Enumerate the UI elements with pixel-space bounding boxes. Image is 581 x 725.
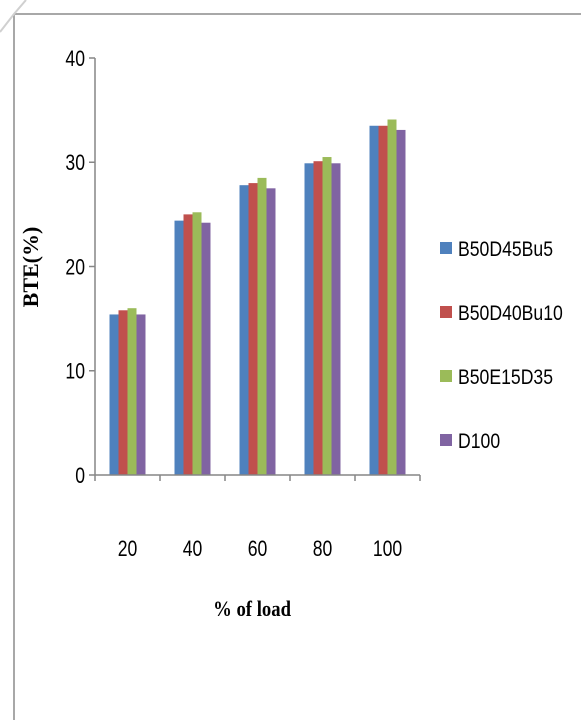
legend-label-d100: D100 xyxy=(458,430,500,454)
bar-d100-60 xyxy=(266,188,276,475)
bar-b50e15d35-60 xyxy=(257,177,267,475)
legend-label-b50d40bu10: B50D40Bu10 xyxy=(458,302,563,326)
bar-d100-40 xyxy=(201,222,211,475)
bar-b50d40bu10-20 xyxy=(118,310,128,475)
bar-b50d40bu10-80 xyxy=(313,161,323,475)
plot-area xyxy=(109,119,406,476)
y-tick-label-40: 40 xyxy=(65,47,85,71)
corner-watermark-mark xyxy=(0,0,27,33)
y-tick-label-30: 30 xyxy=(65,151,85,175)
bar-b50e15d35-20 xyxy=(127,308,137,475)
bar-b50d40bu10-100 xyxy=(378,125,388,475)
bar-b50e15d35-80 xyxy=(322,157,332,475)
y-tick-label-20: 20 xyxy=(65,256,85,280)
legend-label-b50e15d35: B50E15D35 xyxy=(458,366,553,390)
legend-label-b50d45bu5: B50D45Bu5 xyxy=(458,238,553,262)
x-axis-title: % of load xyxy=(213,598,291,622)
x-tick-label-80: 80 xyxy=(313,537,333,561)
legend-swatch-b50e15d35 xyxy=(440,370,452,382)
y-tick-label-0: 0 xyxy=(75,464,85,488)
bar-d100-80 xyxy=(331,163,341,476)
bar-b50d40bu10-60 xyxy=(248,183,258,475)
x-tick-label-100: 100 xyxy=(373,537,402,561)
x-tick-label-40: 40 xyxy=(183,537,203,561)
y-axis-title: BTE(%) xyxy=(18,227,43,308)
bar-b50e15d35-100 xyxy=(387,119,397,475)
bar-b50d40bu10-40 xyxy=(183,214,193,475)
x-tick-label-20: 20 xyxy=(118,537,138,561)
legend-swatch-d100 xyxy=(440,434,452,446)
bar-d100-100 xyxy=(396,129,406,475)
bar-b50e15d35-40 xyxy=(192,212,202,476)
bar-b50d45bu5-60 xyxy=(239,185,249,475)
bar-b50d45bu5-40 xyxy=(174,220,184,475)
bar-b50d45bu5-100 xyxy=(369,125,379,475)
bar-b50d45bu5-80 xyxy=(304,163,314,476)
bar-d100-20 xyxy=(136,314,146,475)
legend-swatch-b50d45bu5 xyxy=(440,242,452,254)
x-tick-label-60: 60 xyxy=(248,537,268,561)
axes: 0 10 20 30 40 20 40 60 80 100 xyxy=(65,47,421,562)
legend-swatch-b50d40bu10 xyxy=(440,306,452,318)
y-tick-label-10: 10 xyxy=(65,360,85,384)
legend: B50D45Bu5 B50D40Bu10 B50E15D35 D100 xyxy=(440,238,563,454)
bar-b50d45bu5-20 xyxy=(109,314,119,475)
